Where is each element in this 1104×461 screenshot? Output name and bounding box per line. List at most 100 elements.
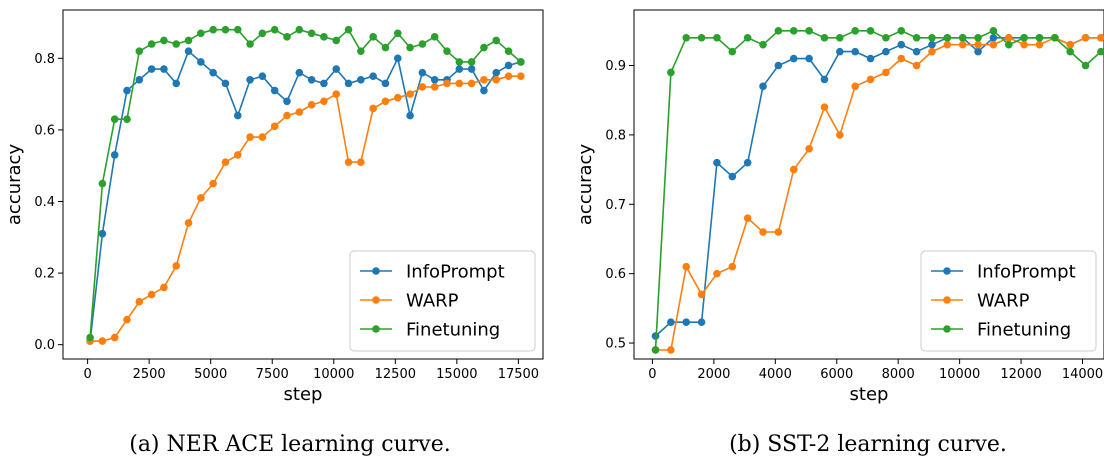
data-point-warp xyxy=(307,101,316,109)
data-point-infoprompt xyxy=(320,79,328,88)
data-point-finetuning xyxy=(1066,47,1075,56)
data-point-warp xyxy=(258,133,267,141)
data-point-warp xyxy=(209,179,217,188)
y-tick-label: 0.5 xyxy=(605,337,626,352)
data-point-infoprompt xyxy=(882,47,890,56)
data-point-warp xyxy=(882,68,890,77)
data-point-finetuning xyxy=(1097,47,1104,56)
data-point-infoprompt xyxy=(480,86,488,95)
data-point-finetuning xyxy=(866,27,875,35)
legend-marker-finetuning xyxy=(943,325,951,333)
x-tick-label: 8000 xyxy=(882,367,915,382)
data-point-infoprompt xyxy=(270,86,279,95)
data-point-infoprompt xyxy=(866,54,875,63)
x-axis-label: step xyxy=(284,384,323,405)
data-point-finetuning xyxy=(651,346,660,354)
data-point-infoprompt xyxy=(110,151,119,159)
data-point-infoprompt xyxy=(332,65,341,73)
data-point-finetuning xyxy=(406,43,414,52)
data-point-finetuning xyxy=(184,36,193,45)
data-point-finetuning xyxy=(1081,61,1090,70)
data-point-infoprompt xyxy=(197,58,205,66)
data-point-finetuning xyxy=(480,43,488,52)
legend: InfoPrompt WARP Finetuning xyxy=(349,250,536,352)
x-tick-label: 2500 xyxy=(133,367,166,382)
data-point-warp xyxy=(928,47,936,56)
data-point-warp xyxy=(233,151,242,159)
x-tick-label: 0 xyxy=(648,367,656,382)
data-point-warp xyxy=(728,262,737,271)
data-point-warp xyxy=(1066,40,1075,49)
data-point-finetuning xyxy=(682,33,691,42)
y-tick-label: 0.2 xyxy=(34,267,55,282)
figure-caption: (b) SST-2 learning curve. xyxy=(729,432,1007,457)
x-tick-label: 6000 xyxy=(820,367,853,382)
data-point-warp xyxy=(418,83,427,91)
data-point-warp xyxy=(759,228,767,236)
data-point-infoprompt xyxy=(369,72,377,81)
data-point-finetuning xyxy=(504,47,513,55)
data-point-warp xyxy=(897,54,906,63)
data-point-finetuning xyxy=(369,33,377,41)
data-point-finetuning xyxy=(974,33,982,42)
data-point-warp xyxy=(246,133,254,141)
chart-ner-ace: 0 2500 5000 7500 10000 12500 15000 17500 0.0 0.2 0… xyxy=(4,9,544,457)
data-point-infoprompt xyxy=(820,75,829,84)
data-point-infoprompt xyxy=(357,76,365,84)
data-point-warp xyxy=(393,93,402,102)
data-point-finetuning xyxy=(307,29,316,38)
data-point-finetuning xyxy=(882,33,890,42)
data-point-finetuning xyxy=(160,36,168,45)
data-point-finetuning xyxy=(928,33,936,42)
data-point-warp xyxy=(943,40,952,49)
x-tick-label: 15000 xyxy=(436,367,477,382)
legend-marker-warp xyxy=(943,296,951,304)
data-point-warp xyxy=(443,79,451,88)
legend-marker-warp xyxy=(372,296,380,304)
legend-label-infoprompt: InfoPrompt xyxy=(977,262,1076,283)
data-point-warp xyxy=(369,104,377,113)
data-point-warp xyxy=(774,228,783,236)
data-point-warp xyxy=(805,144,813,153)
data-point-finetuning xyxy=(418,40,427,48)
data-point-infoprompt xyxy=(836,47,844,56)
data-point-warp xyxy=(912,61,921,70)
y-tick-label: 0.6 xyxy=(605,267,626,282)
data-point-finetuning xyxy=(1004,40,1013,49)
legend-box xyxy=(920,250,1097,352)
data-point-infoprompt xyxy=(774,61,783,70)
data-point-infoprompt xyxy=(897,40,906,49)
data-point-warp xyxy=(295,108,304,116)
data-point-finetuning xyxy=(430,33,439,41)
data-point-finetuning xyxy=(332,36,341,45)
data-point-finetuning xyxy=(958,33,967,42)
data-point-infoprompt xyxy=(697,318,706,327)
data-point-finetuning xyxy=(172,40,181,48)
y-tick-label: 0.0 xyxy=(34,338,55,353)
x-tick-label: 10000 xyxy=(313,367,354,382)
data-point-warp xyxy=(123,315,131,324)
data-point-finetuning xyxy=(135,47,144,55)
data-point-warp xyxy=(98,337,107,345)
data-point-infoprompt xyxy=(209,68,217,77)
data-point-finetuning xyxy=(912,33,921,42)
data-point-warp xyxy=(974,40,982,49)
data-point-warp xyxy=(492,76,501,84)
data-point-finetuning xyxy=(258,29,267,38)
data-point-infoprompt xyxy=(504,61,513,70)
data-point-infoprompt xyxy=(344,79,353,88)
data-point-infoprompt xyxy=(989,33,998,42)
x-tick-label: 0 xyxy=(83,367,91,382)
data-point-warp xyxy=(221,158,230,166)
data-point-finetuning xyxy=(728,47,737,56)
data-point-warp xyxy=(480,76,488,84)
data-point-finetuning xyxy=(989,27,998,35)
data-point-infoprompt xyxy=(123,86,131,95)
data-point-infoprompt xyxy=(160,65,168,73)
figure-caption: (a) NER ACE learning curve. xyxy=(129,432,451,457)
data-point-infoprompt xyxy=(418,68,427,77)
plot-frame xyxy=(62,9,544,360)
data-point-warp xyxy=(270,122,279,131)
data-point-warp xyxy=(667,346,675,354)
data-point-infoprompt xyxy=(728,172,737,181)
